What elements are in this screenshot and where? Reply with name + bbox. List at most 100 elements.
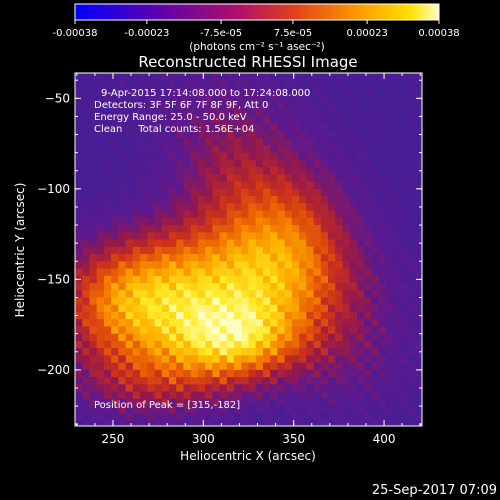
- heatmap-cell: [132, 145, 141, 154]
- heatmap-cell: [96, 254, 105, 262]
- heatmap-cell: [226, 348, 235, 356]
- heatmap-cell: [356, 159, 365, 168]
- heatmap-cell: [385, 145, 394, 154]
- heatmap-cell: [89, 398, 98, 407]
- heatmap-cell: [197, 406, 206, 414]
- heatmap-cell: [328, 297, 336, 306]
- heatmap-cell: [89, 333, 98, 342]
- heatmap-cell: [407, 73, 416, 81]
- heatmap-cell: [262, 73, 271, 81]
- heatmap-cell: [255, 319, 264, 328]
- heatmap-cell: [262, 116, 271, 125]
- heatmap-cell: [270, 101, 279, 110]
- heatmap-cell: [393, 138, 401, 147]
- heatmap-cell: [270, 413, 279, 422]
- heatmap-cell: [176, 282, 185, 291]
- heatmap-cell: [262, 261, 271, 270]
- heatmap-cell: [349, 188, 358, 197]
- heatmap-cell: [378, 355, 387, 364]
- heatmap-cell: [125, 355, 134, 364]
- heatmap-cell: [241, 73, 250, 81]
- heatmap-cell: [227, 428, 235, 436]
- heatmap-cell: [313, 340, 322, 349]
- heatmap-cell: [183, 297, 192, 306]
- heatmap-cell: [385, 282, 394, 291]
- heatmap-cell: [414, 217, 422, 226]
- heatmap-cell: [183, 138, 192, 147]
- heatmap-cell: [371, 340, 380, 349]
- heatmap-cell: [183, 210, 192, 219]
- heatmap-cell: [407, 181, 416, 190]
- heatmap-cell: [349, 152, 358, 161]
- heatmap-cell: [154, 326, 163, 335]
- heatmap-cell: [125, 217, 134, 226]
- heatmap-cell: [248, 130, 257, 139]
- heatmap-cell: [284, 384, 293, 393]
- heatmap-cell: [248, 87, 257, 96]
- heatmap-cell: [212, 311, 221, 320]
- heatmap-cell: [147, 384, 156, 393]
- heatmap-cell: [371, 355, 380, 364]
- heatmap-cell: [255, 116, 264, 125]
- heatmap-cell: [190, 225, 199, 233]
- heatmap-cell: [335, 297, 344, 306]
- heatmap-cell: [328, 116, 336, 125]
- heatmap-cell: [306, 420, 315, 426]
- heatmap-cell: [183, 239, 192, 248]
- heatmap-cell: [82, 391, 91, 400]
- heatmap-cell: [219, 138, 228, 147]
- heatmap-cell: [328, 130, 336, 139]
- heatmap-cell: [197, 398, 206, 407]
- heatmap-cell: [356, 319, 365, 328]
- heatmap-cell: [284, 181, 293, 190]
- heatmap-cell: [313, 109, 322, 118]
- heatmap-cell: [320, 239, 329, 248]
- heatmap-cell: [284, 282, 293, 291]
- heatmap-cell: [248, 290, 257, 299]
- heatmap-cell: [371, 196, 380, 204]
- heatmap-cell: [349, 210, 358, 219]
- heatmap-cell: [197, 94, 206, 103]
- heatmap-cell: [320, 73, 329, 81]
- heatmap-cell: [335, 413, 344, 422]
- heatmap-cell: [407, 101, 416, 110]
- heatmap-cell: [414, 167, 422, 175]
- heatmap-cell: [270, 348, 279, 356]
- heatmap-cell: [385, 138, 394, 147]
- heatmap-cell: [400, 130, 409, 139]
- heatmap-cell: [284, 159, 293, 168]
- heatmap-cell: [256, 428, 264, 436]
- heatmap-cell: [241, 355, 250, 364]
- heatmap-cell: [75, 391, 83, 400]
- heatmap-cell: [89, 391, 98, 400]
- heatmap-cell: [320, 406, 329, 414]
- heatmap-cell: [248, 196, 257, 204]
- heatmap-cell: [197, 159, 206, 168]
- heatmap-cell: [75, 413, 83, 422]
- heatmap-cell: [226, 268, 235, 277]
- heatmap-cell: [277, 87, 286, 96]
- heatmap-cell: [422, 261, 430, 269]
- heatmap-cell: [356, 246, 365, 255]
- heatmap-cell: [89, 181, 98, 190]
- heatmap-cell: [320, 333, 329, 342]
- heatmap-cell: [96, 159, 105, 168]
- heatmap-cell: [414, 196, 422, 204]
- heatmap-cell: [111, 275, 119, 284]
- heatmap-cell: [255, 87, 264, 96]
- heatmap-cell: [328, 355, 336, 364]
- heatmap-cell: [393, 188, 401, 197]
- heatmap-cell: [226, 413, 235, 422]
- heatmap-cell: [147, 362, 156, 371]
- heatmap-cell: [371, 362, 380, 371]
- colorbar-tick-label: -0.00038: [53, 28, 98, 39]
- heatmap-cell: [393, 319, 401, 328]
- heatmap-cell: [248, 319, 257, 328]
- heatmap-cell: [96, 246, 105, 255]
- heatmap-cell: [407, 123, 416, 132]
- heatmap-cell: [422, 428, 430, 436]
- heatmap-cell: [284, 340, 293, 349]
- heatmap-cell: [262, 80, 271, 89]
- heatmap-cell: [103, 261, 112, 270]
- heatmap-cell: [313, 94, 322, 103]
